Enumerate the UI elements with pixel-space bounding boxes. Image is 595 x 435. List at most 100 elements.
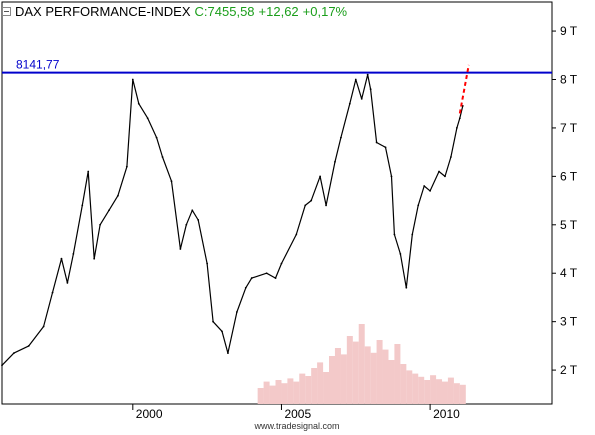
price-point [438,170,440,173]
price-point [366,73,369,76]
price-point [1,364,3,367]
volume-bar [364,346,371,404]
price-point [87,170,90,173]
volume-bar [275,380,282,404]
price-point [265,272,268,275]
volume-bar [430,375,437,404]
price-point [146,117,149,120]
price-point [117,194,119,197]
change-value: +12,62 [258,3,299,19]
close-quote: C:7455,58 [194,3,255,19]
price-point [405,286,408,289]
x-tick-label: 2010 [433,407,460,421]
volume-bar [340,354,347,404]
volume-bar [376,340,383,404]
price-point [375,141,378,144]
price-point [325,204,327,207]
volume-bar [329,356,335,404]
volume-bar [257,388,264,404]
volume-bar [323,372,330,404]
volume-bar [293,381,300,404]
price-point [423,185,426,187]
price-point [197,219,200,221]
volume-bars [257,324,466,404]
price-point [360,97,363,100]
price-series [1,73,464,367]
price-point [131,78,134,81]
volume-bar [281,383,288,404]
price-point [185,223,188,226]
price-point [51,291,54,294]
volume-bar [447,377,454,404]
price-point [411,233,414,236]
price-point [274,277,277,279]
price-point [206,262,209,265]
price-point [455,127,458,129]
y-tick-label: 9 T [560,24,578,38]
chart-header: DAX PERFORMANCE-INDEX C:7455,58 +12,62 +… [2,2,347,20]
price-point [354,78,357,81]
price-point [444,175,446,178]
volume-bar [400,364,407,404]
projection-stroke [458,64,470,114]
volume-bar [406,370,413,404]
price-point [348,102,351,105]
price-point [108,209,110,212]
price-point [458,117,461,120]
price-point [227,352,229,355]
price-point [191,209,194,212]
volume-bar [370,352,377,404]
price-point [250,277,253,279]
price-point [72,252,75,255]
collapse-icon[interactable] [2,6,11,16]
volume-bar [263,381,270,404]
y-tick-label: 3 T [560,315,578,329]
volume-bar [412,373,419,404]
y-tick-label: 8 T [560,72,578,86]
price-point [42,325,45,328]
price-point [417,204,420,207]
plot-area [1,1,553,405]
price-point [390,175,393,178]
volume-bar [394,344,401,404]
volume-bar [311,368,318,404]
price-point [280,262,283,265]
price-point [244,286,247,289]
volume-bar [346,336,353,404]
volume-bar [305,376,312,404]
volume-bar [334,348,341,404]
price-point [93,257,96,260]
price-point [340,136,342,139]
price-point [334,160,336,163]
price-point [155,136,158,139]
price-point [461,104,464,107]
price-point [319,175,322,178]
x-tick-label: 2005 [284,407,311,421]
y-tick-label: 2 T [560,363,578,377]
volume-bar [453,383,460,404]
price-point [60,257,63,260]
price-point [450,156,452,158]
price-point [310,199,313,202]
volume-bar [299,373,306,404]
price-point [161,156,164,158]
y-tick-label: 5 T [560,218,578,232]
volume-bar [358,324,365,404]
volume-bar [459,384,466,404]
price-point [221,330,223,333]
x-axis: 2000 2005 2010 [132,404,460,421]
resistance-label: 8141,77 [16,58,60,72]
projection-line [458,64,470,114]
price-point [170,180,173,183]
price-point [179,248,182,250]
price-point [12,352,15,355]
price-point [235,311,238,313]
price-point [393,233,396,236]
change-percent: +0,17% [302,3,348,19]
volume-bar [287,378,294,404]
price-point [212,320,214,323]
price-point [66,282,69,284]
volume-bar [436,379,443,404]
price-point [384,146,387,149]
price-point [429,189,432,192]
